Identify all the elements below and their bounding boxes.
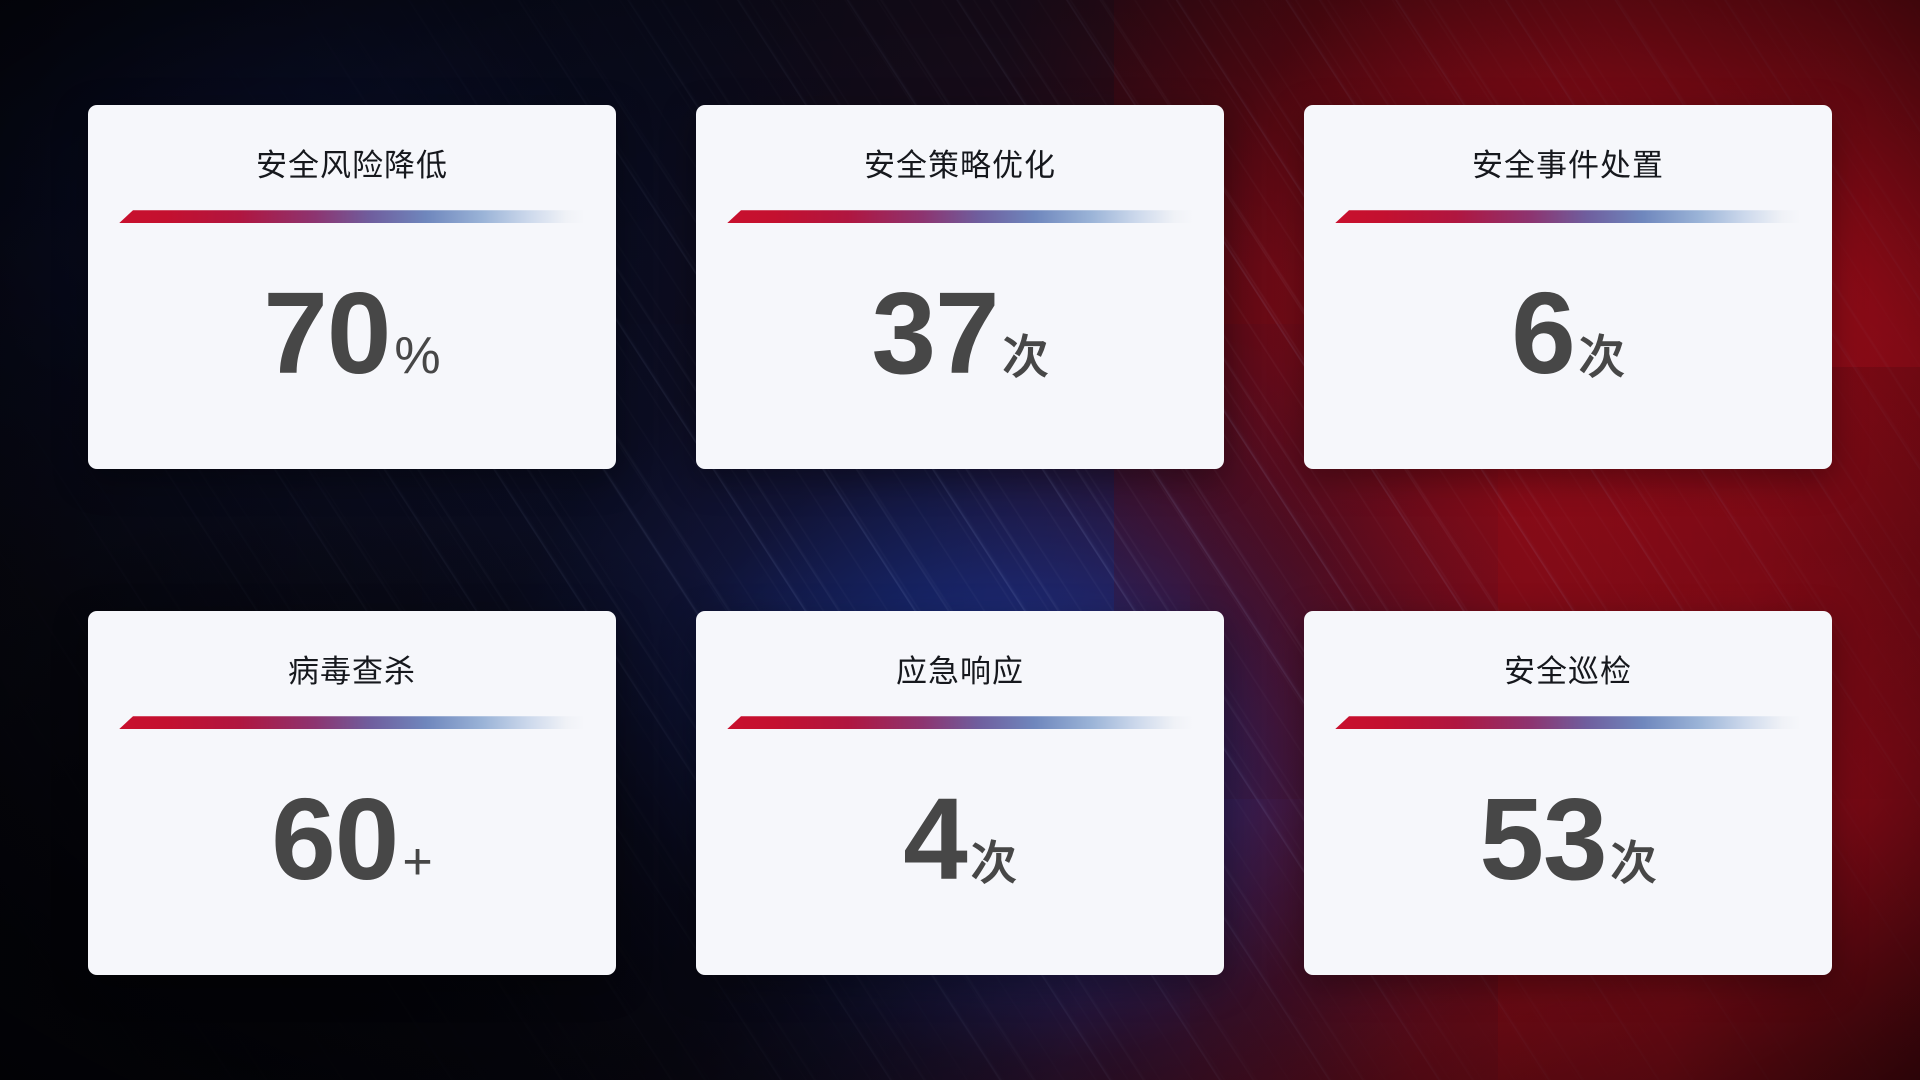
stat-value-number: 60: [271, 773, 399, 904]
gradient-divider: [1335, 716, 1801, 730]
stat-card-security-incident-handling[interactable]: 安全事件处置 6 次: [1304, 105, 1832, 469]
gradient-divider: [119, 210, 585, 224]
stat-value-unit: 次: [1578, 330, 1625, 383]
stat-card-title: 应急响应: [896, 654, 1024, 689]
gradient-divider: [727, 210, 1193, 224]
stat-card-security-inspection[interactable]: 安全巡检 53 次: [1304, 611, 1832, 975]
stat-card-title: 病毒查杀: [288, 654, 416, 689]
gradient-divider: [1335, 210, 1801, 224]
stat-value-row: 6 次: [1304, 223, 1832, 469]
stat-value-unit: +: [402, 832, 433, 891]
stat-card-title: 安全风险降低: [256, 148, 448, 183]
stat-value-unit: 次: [970, 836, 1017, 889]
gradient-divider: [119, 716, 585, 730]
stat-card-virus-removal[interactable]: 病毒查杀 60 +: [88, 611, 616, 975]
stat-value-number: 37: [871, 267, 999, 398]
stat-card-grid: 安全风险降低 70 % 安全策略优化 37 次 安全事件处置: [88, 105, 1832, 975]
stat-value-number: 4: [903, 773, 968, 904]
stat-value-unit: 次: [1610, 836, 1657, 889]
stat-card-emergency-response[interactable]: 应急响应 4 次: [696, 611, 1224, 975]
stat-card-title: 安全策略优化: [864, 148, 1056, 183]
stat-value-row: 37 次: [696, 223, 1224, 469]
stat-value-row: 70 %: [88, 223, 616, 469]
stat-value-row: 4 次: [696, 729, 1224, 975]
stat-value-unit: %: [394, 326, 441, 385]
stat-value-number: 6: [1511, 267, 1576, 398]
stat-value-unit: 次: [1002, 330, 1049, 383]
stat-card-title: 安全事件处置: [1472, 148, 1664, 183]
stat-value-row: 53 次: [1304, 729, 1832, 975]
stat-value-number: 53: [1479, 773, 1607, 904]
stat-value-row: 60 +: [88, 729, 616, 975]
stat-card-security-risk-reduction[interactable]: 安全风险降低 70 %: [88, 105, 616, 469]
stat-value-number: 70: [263, 267, 391, 398]
stat-card-security-policy-optimization[interactable]: 安全策略优化 37 次: [696, 105, 1224, 469]
gradient-divider: [727, 716, 1193, 730]
stat-card-title: 安全巡检: [1504, 654, 1632, 689]
